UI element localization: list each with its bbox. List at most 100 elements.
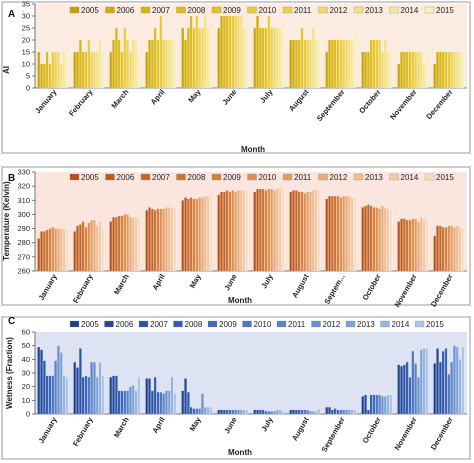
- bar-april-2008: [153, 377, 157, 415]
- legend-swatch-2013: [353, 6, 364, 14]
- y-tick-label: 290: [17, 224, 30, 233]
- plot-background: [35, 172, 467, 271]
- bar-april-2011: [162, 39, 165, 89]
- bar-november-2015: [425, 218, 429, 272]
- bar-october-2015: [389, 51, 393, 89]
- bar-may-2006: [184, 378, 187, 415]
- legend-swatch-2007: [140, 173, 151, 181]
- legend-swatch-2006: [104, 320, 114, 328]
- bar-july-2007: [259, 188, 262, 272]
- bar-july-2010: [267, 188, 271, 272]
- bar-october-2008: [369, 39, 373, 89]
- bar-january-2010: [51, 375, 55, 415]
- bar-october-2010: [375, 394, 379, 415]
- legend-label-2012: 2012: [323, 320, 341, 329]
- bar-june-2010: [231, 409, 235, 415]
- bar-july-2006: [256, 15, 259, 89]
- y-tick-label: 0: [26, 84, 30, 93]
- bar-january-2015: [65, 228, 69, 272]
- y-tick-label: 320: [17, 182, 30, 191]
- legend-label-2009: 2009: [223, 6, 241, 15]
- bar-april-2014: [170, 377, 174, 415]
- bar-august-2014: [314, 188, 318, 272]
- bar-march-2014: [134, 390, 138, 415]
- bar-november-2006: [400, 51, 403, 89]
- legend-label-2011: 2011: [294, 173, 312, 182]
- bar-july-2008: [261, 409, 265, 415]
- bar-september-2013: [347, 409, 351, 415]
- bar-february-2009: [84, 227, 88, 272]
- bar-april-2009: [156, 392, 160, 415]
- y-axis-label: AI: [2, 66, 11, 74]
- bar-december-2009: [444, 348, 448, 415]
- bar-september-2007: [331, 409, 334, 415]
- bar-march-2011: [126, 214, 129, 272]
- bar-august-2007: [295, 39, 298, 89]
- bar-march-2013: [131, 385, 135, 415]
- bar-july-2005: [253, 409, 257, 415]
- legend-label-2015: 2015: [436, 173, 454, 182]
- bar-october-2008: [369, 394, 373, 415]
- bar-november-2008: [405, 361, 409, 415]
- legend-swatch-2012: [318, 6, 328, 14]
- bar-july-2011: [270, 188, 273, 272]
- legend-label-2008: 2008: [185, 320, 203, 329]
- bar-february-2013: [95, 51, 99, 89]
- bar-may-2005: [181, 200, 185, 272]
- bar-september-2010: [339, 409, 343, 415]
- bar-december-2012: [453, 227, 456, 272]
- bar-may-2008: [189, 197, 193, 272]
- bar-september-2010: [339, 39, 343, 89]
- legend-label-2010: 2010: [259, 173, 277, 182]
- bar-october-2006: [364, 205, 367, 272]
- bar-september-2014: [350, 409, 354, 415]
- bar-septem-2006: [328, 195, 331, 272]
- legend-swatch-2013: [345, 320, 356, 328]
- bar-november-2006: [400, 366, 403, 415]
- bar-july-2009: [264, 190, 268, 272]
- y-tick-label: 0: [26, 410, 30, 419]
- bar-may-2009: [192, 408, 196, 415]
- bar-october-2005: [361, 51, 365, 89]
- bar-january-2013: [59, 352, 63, 415]
- bar-may-2005: [181, 27, 185, 89]
- bar-november-2012: [417, 51, 420, 89]
- bar-may-2010: [195, 198, 199, 272]
- bar-october-2014: [386, 394, 390, 415]
- legend-label-2005: 2005: [81, 320, 99, 329]
- bar-june-2007: [223, 15, 226, 89]
- bar-september-2006: [328, 407, 331, 415]
- legend-swatch-2011: [282, 6, 293, 14]
- bar-may-2011: [198, 408, 201, 415]
- bar-february-2005: [73, 361, 77, 415]
- bar-april-2013: [167, 39, 171, 89]
- bar-april-2015: [173, 207, 177, 272]
- bar-august-2005: [289, 191, 293, 272]
- bar-march-2005: [109, 51, 113, 89]
- bar-june-2011: [234, 409, 237, 415]
- bar-january-2006: [40, 63, 43, 89]
- bar-september-2011: [342, 39, 345, 89]
- bar-june-2008: [225, 15, 229, 89]
- bar-november-2009: [408, 220, 412, 272]
- bar-july-2008: [261, 188, 265, 272]
- bar-june-2009: [228, 191, 232, 272]
- bar-november-2007: [403, 218, 406, 272]
- legend-label-2010: 2010: [254, 320, 272, 329]
- bar-april-2014: [170, 39, 174, 89]
- bar-august-2013: [311, 27, 315, 89]
- bar-october-2010: [375, 39, 379, 89]
- bar-july-2012: [273, 190, 276, 272]
- bar-february-2011: [90, 220, 93, 272]
- bar-december-2014: [458, 359, 462, 415]
- legend-label-2008: 2008: [188, 6, 206, 15]
- bar-may-2005: [181, 390, 185, 415]
- bar-april-2013: [167, 207, 171, 272]
- bar-december-2013: [455, 225, 459, 272]
- y-tick-label: 40: [22, 355, 30, 364]
- bar-august-2005: [289, 409, 293, 415]
- bar-january-2008: [45, 229, 49, 272]
- bar-june-2005: [217, 27, 221, 89]
- bar-january-2015: [65, 377, 69, 415]
- legend-label-2011: 2011: [294, 6, 312, 15]
